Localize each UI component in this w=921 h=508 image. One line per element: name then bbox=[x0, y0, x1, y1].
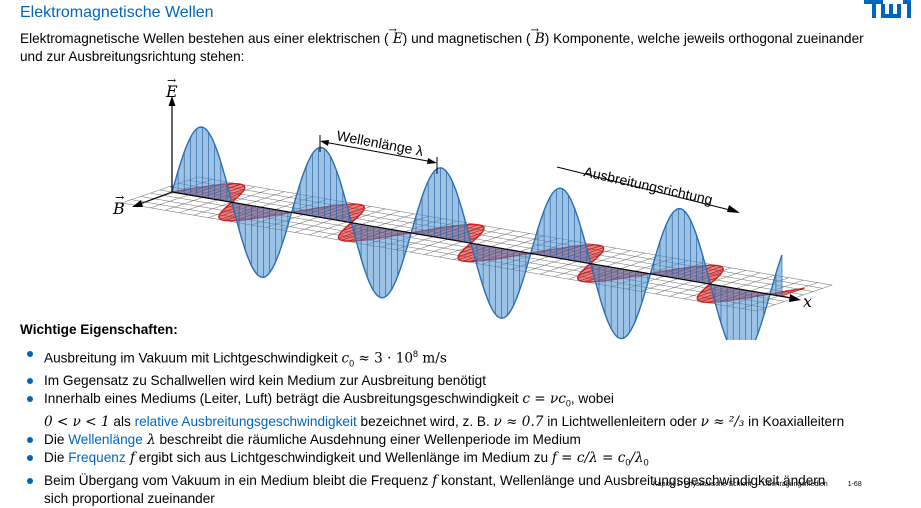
b5-formula: f = c/λ = c bbox=[552, 450, 626, 466]
b3-text: Innerhalb eines Mediums (Leiter, Luft) b… bbox=[44, 391, 522, 406]
b-axis-vector-arrow: → bbox=[115, 191, 124, 204]
b1-text: Ausbreitung im Vakuum mit Lichtgeschwind… bbox=[44, 351, 341, 366]
x-axis-label: x bbox=[803, 292, 812, 311]
wavelength-arrowhead-left bbox=[320, 140, 329, 146]
b4-pre: Die bbox=[44, 432, 68, 447]
e-axis-vector-arrow: → bbox=[167, 74, 176, 87]
b5-pre: Die bbox=[44, 450, 68, 465]
bullet-wavelength: Die Wellenlänge λ beschreibt die räumlic… bbox=[44, 431, 844, 449]
f-symbol: f bbox=[126, 450, 135, 466]
b3-line2-end: in Koaxialleitern bbox=[744, 414, 844, 429]
b4-post: beschreibt die räumliche Ausdehnung eine… bbox=[156, 432, 581, 447]
bullet-propagation-speed: Innerhalb eines Mediums (Leiter, Luft) b… bbox=[44, 390, 844, 413]
direction-label: Ausbreitungsrichtung bbox=[582, 163, 714, 207]
wavelength-marker: Wellenlänge λ bbox=[320, 127, 437, 174]
b3-nu-range: 0 < ν < 1 bbox=[44, 414, 110, 430]
b3-formula: c = νc bbox=[522, 391, 566, 407]
footer-text: Kapitel 1: Physikalische Schicht — Übert… bbox=[653, 481, 828, 488]
b5-sub1: 0 bbox=[644, 458, 649, 468]
b3-after: , wobei bbox=[571, 391, 614, 406]
b3-nu-fiber: ν ≈ 0.7 bbox=[494, 414, 544, 430]
x-axis-arrowhead bbox=[789, 294, 801, 302]
properties-heading: Wichtige Eigenschaften: bbox=[20, 322, 178, 337]
b3-nu-coax: ν ≈ ²/₃ bbox=[701, 414, 745, 430]
b6-line2: sich proportional zueinander bbox=[44, 491, 215, 506]
direction-marker: Ausbreitungsrichtung bbox=[557, 163, 740, 213]
bullet-frequency: Die Frequenz f ergibt sich aus Lichtgesc… bbox=[44, 449, 844, 472]
frequency-link[interactable]: Frequenz bbox=[68, 450, 125, 465]
bullet-propagation-speed-line2: 0 < ν < 1 als relative Ausbreitungsgesch… bbox=[44, 413, 844, 431]
b3-line2-mid2: in Lichtwellenleitern oder bbox=[543, 414, 700, 429]
slide-footer: Kapitel 1: Physikalische Schicht — Übert… bbox=[653, 481, 862, 488]
b1-unit: m/s bbox=[418, 351, 447, 367]
b5-slash: /λ bbox=[630, 450, 643, 466]
c0-symbol: c bbox=[341, 351, 349, 367]
lambda-symbol: λ bbox=[143, 432, 156, 448]
direction-arrowhead bbox=[727, 205, 740, 213]
bullet-speed-of-light: Ausbreitung im Vakuum mit Lichtgeschwind… bbox=[44, 345, 844, 372]
b3-line2-mid: bezeichnet wird, z. B. bbox=[357, 414, 494, 429]
page-number: 1-68 bbox=[848, 481, 862, 488]
em-wave-figure: E → B → x Wellenlänge λ Ausbreitungsrich… bbox=[0, 0, 921, 340]
b-axis-arrowhead bbox=[132, 200, 143, 207]
b6-pre: Beim Übergang vom Vakuum in ein Medium b… bbox=[44, 473, 432, 488]
b5-mid: ergibt sich aus Lichtgeschwindigkeit und… bbox=[135, 450, 552, 465]
b1-approx: ≈ 3 · 10 bbox=[354, 351, 413, 367]
wavelength-arrowhead-right bbox=[427, 158, 437, 164]
b2-text: Im Gegensatz zu Schallwellen wird kein M… bbox=[44, 373, 486, 388]
wavelength-label: Wellenlänge λ bbox=[335, 127, 424, 159]
wavelength-link[interactable]: Wellenlänge bbox=[68, 432, 143, 447]
bullet-no-medium: Im Gegensatz zu Schallwellen wird kein M… bbox=[44, 372, 844, 390]
bullet-medium-transition-line2: sich proportional zueinander bbox=[44, 490, 844, 508]
b3-line2-pre: als bbox=[110, 414, 135, 429]
relative-speed-link[interactable]: relative Ausbreitungsgeschwindigkeit bbox=[135, 414, 357, 429]
